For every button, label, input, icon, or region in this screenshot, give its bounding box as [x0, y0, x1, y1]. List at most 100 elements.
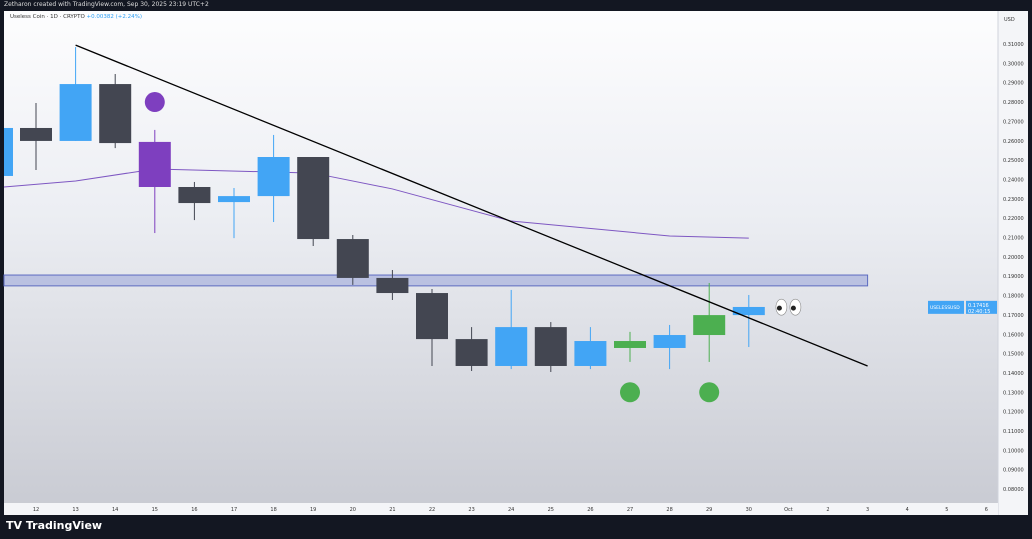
- time-axis: [4, 503, 998, 515]
- time-tick: 13: [72, 507, 78, 513]
- brand-text: TradingView: [25, 519, 103, 532]
- candle-body: [59, 84, 92, 141]
- price-tick: 0.31000: [1003, 42, 1024, 48]
- candle: [653, 324, 686, 370]
- price-tick: 0.17000: [1003, 313, 1024, 319]
- candle-body: [614, 341, 646, 348]
- last-price-label-bg: [966, 300, 997, 314]
- price-tick: 0.13000: [1003, 390, 1024, 396]
- time-tick: 28: [666, 507, 672, 513]
- price-tick: 0.16000: [1003, 332, 1024, 338]
- candle: [574, 327, 607, 370]
- candle-body: [455, 339, 488, 366]
- candle-body: [574, 341, 607, 366]
- time-tick: 5: [945, 507, 948, 513]
- candle-body: [693, 315, 726, 336]
- price-tick: 0.14000: [1003, 371, 1024, 377]
- price-tick: 0.22000: [1003, 216, 1024, 222]
- candle-body: [138, 141, 171, 187]
- candle: [178, 181, 211, 221]
- time-tick: 21: [389, 507, 395, 513]
- price-tick: 0.23000: [1003, 197, 1024, 203]
- candle: [218, 187, 250, 239]
- candle-body: [336, 239, 369, 278]
- marker-dot: [699, 382, 720, 403]
- candle-body: [534, 327, 567, 366]
- candle-body: [257, 157, 290, 197]
- marker-dot: [144, 92, 165, 113]
- attribution: Zetharon created with TradingView.com, S…: [4, 1, 209, 8]
- time-tick: 4: [906, 507, 909, 513]
- candle-body: [297, 157, 330, 240]
- time-tick: 20: [350, 507, 356, 513]
- candle-body: [653, 335, 686, 348]
- candle-body: [20, 127, 52, 141]
- candle-body: [495, 327, 528, 366]
- candle: [336, 234, 369, 285]
- candle-body: [178, 186, 211, 204]
- candle-body: [218, 196, 250, 203]
- price-tick: 0.19000: [1003, 274, 1024, 280]
- price-tick: 0.08000: [1003, 487, 1024, 493]
- time-tick: 17: [231, 507, 237, 513]
- time-tick: 18: [270, 507, 276, 513]
- candle: [416, 288, 448, 366]
- price-tick: 0.21000: [1003, 236, 1024, 242]
- eye-pupil-icon: [776, 305, 782, 311]
- price-tick: 0.18000: [1003, 294, 1024, 300]
- chart-pane[interactable]: [4, 11, 1028, 515]
- price-tick: 0.24000: [1003, 177, 1024, 183]
- time-tick: 22: [429, 507, 435, 513]
- candle-body: [4, 127, 13, 176]
- eye-pupil-icon: [790, 305, 796, 311]
- candle-body: [732, 306, 765, 316]
- time-tick: 27: [627, 507, 633, 513]
- price-tick: 0.11000: [1003, 429, 1024, 435]
- last-price: 0.17416: [968, 303, 989, 309]
- symbol-name: Useless Coin · 1D · CRYPTO: [10, 14, 85, 20]
- trendline: [75, 44, 868, 367]
- time-tick: 19: [310, 507, 316, 513]
- candle: [732, 294, 765, 348]
- price-tick: 0.30000: [1003, 61, 1024, 67]
- time-tick: 26: [587, 507, 593, 513]
- candle: [257, 134, 290, 223]
- candle-body: [376, 277, 409, 294]
- time-tick: 23: [468, 507, 474, 513]
- candle-body: [99, 84, 132, 144]
- candle: [693, 282, 726, 362]
- candle: [138, 129, 171, 234]
- price-tick: 0.10000: [1003, 448, 1024, 454]
- symbol-legend: Useless Coin · 1D · CRYPTO +0.00382 (+2.…: [10, 14, 142, 20]
- price-tick: 0.27000: [1003, 119, 1024, 125]
- time-tick: 12: [33, 507, 39, 513]
- time-tick: 14: [112, 507, 118, 513]
- candle: [297, 157, 330, 247]
- candle: [455, 327, 488, 372]
- time-tick: 3: [866, 507, 869, 513]
- time-tick: 25: [548, 507, 554, 513]
- resistance-zone: [3, 274, 869, 287]
- time-tick: Oct: [784, 507, 793, 513]
- candle: [376, 270, 409, 301]
- price-tick: 0.15000: [1003, 352, 1024, 358]
- candle: [534, 322, 567, 372]
- price-change: +0.00382 (+2.24%): [86, 14, 143, 20]
- price-tick: 0.12000: [1003, 410, 1024, 416]
- price-tick: 0.28000: [1003, 100, 1024, 106]
- time-tick: 2: [826, 507, 829, 513]
- candle-body: [416, 293, 448, 340]
- price-axis: [998, 11, 1028, 515]
- moving-average-line: [3, 168, 749, 239]
- tv-icon: 𝗧𝗩: [6, 519, 26, 532]
- time-tick: 29: [706, 507, 712, 513]
- candle: [99, 73, 132, 149]
- price-tick: 0.20000: [1003, 255, 1024, 261]
- time-tick: 24: [508, 507, 514, 513]
- currency-label: USD: [1004, 17, 1015, 23]
- time-tick: 16: [191, 507, 197, 513]
- time-tick: 30: [746, 507, 752, 513]
- tradingview-logo[interactable]: 𝗧𝗩 TradingView: [6, 519, 102, 532]
- candle: [59, 47, 92, 141]
